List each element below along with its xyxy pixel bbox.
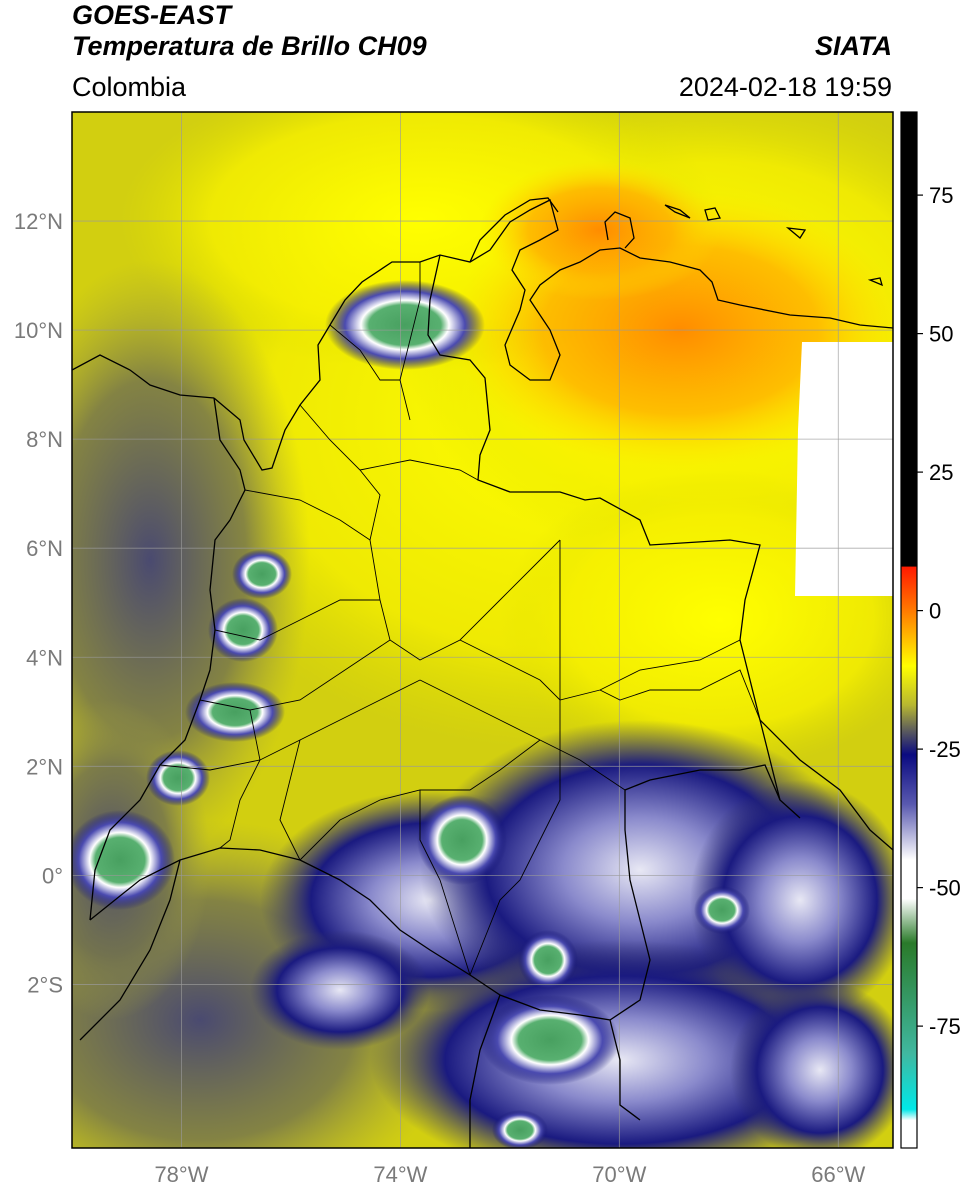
colorbar-frame bbox=[900, 111, 918, 1149]
datetime-label: 2024-02-18 19:59 bbox=[678, 72, 892, 102]
longitude-tick-label: 66°W bbox=[811, 1162, 865, 1187]
latitude-tick-label: 4°N bbox=[26, 645, 63, 670]
graticule bbox=[72, 112, 893, 1148]
brand-label: SIATA bbox=[815, 31, 892, 61]
brightness-temperature-field bbox=[72, 112, 893, 1148]
satellite-title: GOES-EAST bbox=[72, 0, 232, 30]
colorbar-tick-label: 0 bbox=[929, 599, 941, 624]
country-borders bbox=[72, 197, 893, 1148]
colorbar-tick-label: -75 bbox=[929, 1014, 961, 1039]
map-frame bbox=[71, 111, 894, 1149]
latitude-tick-label: 10°N bbox=[14, 318, 63, 343]
colorbar-tick-label: -25 bbox=[929, 737, 961, 762]
region-label: Colombia bbox=[72, 72, 187, 102]
colorbar-tick-label: -50 bbox=[929, 876, 961, 901]
longitude-tick-label: 78°W bbox=[154, 1162, 208, 1187]
latitude-labels: 12°N 10°N 8°N 6°N 4°N 2°N 0° 2°S bbox=[14, 209, 63, 997]
latitude-tick-label: 6°N bbox=[26, 536, 63, 561]
latitude-tick-label: 12°N bbox=[14, 209, 63, 234]
latitude-tick-label: 2°S bbox=[27, 972, 63, 997]
longitude-labels: 78°W 74°W 70°W 66°W bbox=[154, 1162, 865, 1187]
colorbar-ramp bbox=[901, 112, 917, 1148]
colorbar-ticks: 75 50 25 0 -25 -50 -75 bbox=[917, 183, 961, 1039]
longitude-tick-label: 70°W bbox=[592, 1162, 646, 1187]
colorbar-tick-label: 25 bbox=[929, 460, 953, 485]
longitude-tick-label: 74°W bbox=[373, 1162, 427, 1187]
latitude-tick-label: 2°N bbox=[26, 754, 63, 779]
colorbar: 75 50 25 0 -25 -50 -75 bbox=[900, 111, 961, 1149]
latitude-tick-label: 0° bbox=[42, 863, 63, 888]
missing-data-region bbox=[795, 342, 893, 596]
product-title: Temperatura de Brillo CH09 bbox=[72, 31, 427, 61]
department-borders bbox=[159, 262, 761, 976]
latitude-tick-label: 8°N bbox=[26, 427, 63, 452]
colorbar-tick-label: 50 bbox=[929, 322, 953, 347]
colorbar-tick-label: 75 bbox=[929, 183, 953, 208]
